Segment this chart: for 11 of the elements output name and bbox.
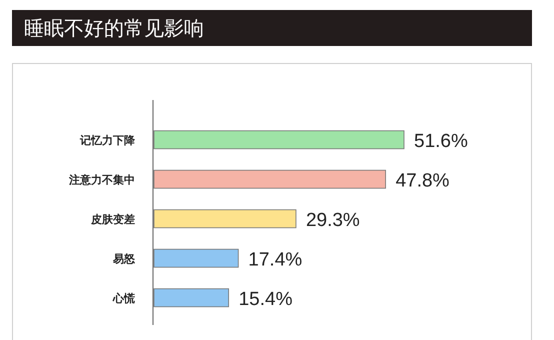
y-tick-label: 记忆力下降 — [79, 134, 136, 147]
data-label: 51.6% — [414, 130, 468, 152]
title: 睡眠不好的常见影响 — [24, 18, 204, 40]
y-tick-label: 注意力不集中 — [68, 173, 135, 186]
data-label: 29.3% — [306, 210, 360, 231]
y-tick-label: 皮肤变差 — [90, 212, 135, 226]
y-tick-label: 易怒 — [112, 252, 136, 266]
y-tick-label: 心慌 — [112, 292, 135, 305]
data-label: 47.8% — [396, 170, 450, 192]
data-label: 17.4% — [248, 249, 302, 270]
data-label: 15.4% — [238, 288, 293, 310]
